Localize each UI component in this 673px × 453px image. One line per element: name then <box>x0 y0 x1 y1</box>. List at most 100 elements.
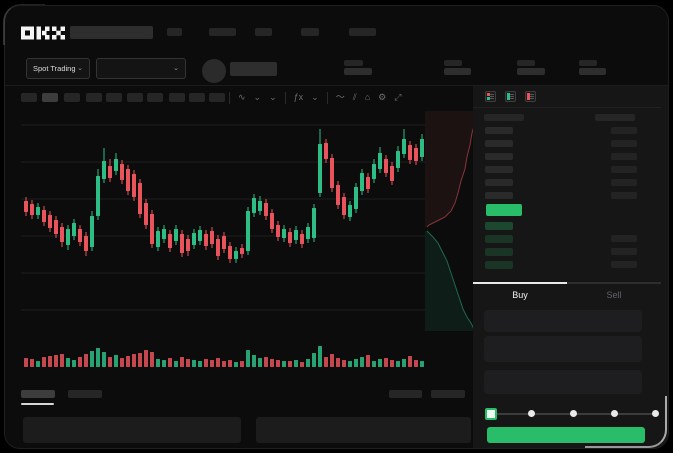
candle <box>354 187 358 209</box>
stat-label-placeholder <box>444 60 462 66</box>
price-input[interactable] <box>484 310 642 332</box>
book-asks-icon[interactable] <box>525 91 536 102</box>
slider-stop[interactable] <box>652 410 659 417</box>
interval-button[interactable] <box>106 93 122 102</box>
slider-stop[interactable] <box>528 410 536 417</box>
last-price-badge[interactable] <box>486 204 522 216</box>
book-bids-icon[interactable] <box>505 91 516 102</box>
volume-bar <box>294 360 298 367</box>
slider-stop[interactable] <box>569 410 577 417</box>
nav-item-placeholder[interactable] <box>167 28 182 36</box>
interval-button[interactable] <box>64 93 80 102</box>
nav-item-placeholder[interactable] <box>301 28 319 36</box>
volume-bar <box>120 358 124 367</box>
candle <box>258 201 262 211</box>
settings-icon[interactable]: ⚙ <box>378 92 387 102</box>
depth-chart[interactable] <box>425 111 479 331</box>
amount-column-header-placeholder <box>595 114 635 121</box>
ask-row[interactable] <box>473 127 661 137</box>
candle <box>306 227 310 239</box>
orders-filter-placeholder[interactable] <box>431 390 465 398</box>
order-book-panel: Buy Sell <box>473 86 668 448</box>
tab-buy[interactable]: Buy <box>473 282 567 306</box>
stat-label-placeholder <box>344 60 363 66</box>
ask-row[interactable] <box>473 166 661 176</box>
ask-amount-placeholder <box>611 127 637 134</box>
stat-label-placeholder <box>517 60 535 66</box>
compare-icon[interactable]: 〜 <box>335 92 345 102</box>
tab-sell[interactable]: Sell <box>567 282 661 306</box>
total-input[interactable] <box>484 370 642 394</box>
nav-item-placeholder[interactable] <box>209 28 236 36</box>
pair-dropdown[interactable]: ⌄ <box>96 58 186 79</box>
candlestick-chart[interactable] <box>4 5 473 381</box>
interval-button[interactable] <box>189 93 205 102</box>
market-type-selector[interactable]: Spot Trading ⌄ <box>26 58 90 79</box>
volume-bar <box>78 357 82 367</box>
volume-bar <box>390 360 394 367</box>
price-column-header-placeholder <box>484 114 524 121</box>
interval-button[interactable] <box>209 93 225 102</box>
draw-tools-icon[interactable]: ⫽ <box>352 92 357 102</box>
bid-row[interactable] <box>473 235 661 245</box>
chevron-down-icon[interactable]: ⌄ <box>253 92 262 102</box>
volume-bar <box>348 361 352 367</box>
nav-item-placeholder[interactable] <box>349 28 376 36</box>
bid-row[interactable] <box>473 222 661 232</box>
ask-amount-placeholder <box>611 192 637 199</box>
interval-button[interactable] <box>21 93 37 102</box>
chart-style-icon[interactable]: ∿ <box>238 92 246 102</box>
indicators-icon[interactable]: ƒx <box>293 92 304 102</box>
book-combined-icon[interactable] <box>485 91 496 102</box>
orders-table-placeholder <box>256 417 471 443</box>
candle <box>198 230 202 241</box>
orders-filter-placeholder[interactable] <box>389 390 422 398</box>
interval-button[interactable] <box>127 93 143 102</box>
candle <box>360 173 364 191</box>
camera-icon[interactable]: ⌂ <box>364 92 371 102</box>
header-search-placeholder[interactable] <box>70 26 153 39</box>
okx-logo[interactable] <box>21 25 65 41</box>
amount-input[interactable] <box>484 336 642 362</box>
volume-bar <box>210 360 214 367</box>
bid-row[interactable] <box>473 261 661 271</box>
volume-bar <box>174 361 178 367</box>
ask-amount-placeholder <box>611 153 637 160</box>
orders-tab-active-placeholder[interactable] <box>21 390 55 398</box>
volume-bar <box>414 360 418 367</box>
interval-button[interactable] <box>147 93 163 102</box>
chevron-down-icon: ⌄ <box>77 65 83 72</box>
candle <box>138 183 142 214</box>
fullscreen-icon[interactable]: ⤢ <box>394 92 402 102</box>
nav-item-placeholder[interactable] <box>255 28 272 36</box>
header-divider <box>5 85 668 86</box>
interval-button[interactable] <box>169 93 185 102</box>
chevron-down-icon[interactable]: ⌄ <box>269 92 277 102</box>
volume-bar <box>108 357 112 367</box>
bid-row[interactable] <box>473 248 661 258</box>
ask-row[interactable] <box>473 153 661 163</box>
volume-bar <box>360 357 364 367</box>
candle <box>66 229 70 245</box>
buy-button[interactable] <box>487 427 645 443</box>
interval-button[interactable] <box>86 93 102 102</box>
slider-handle[interactable] <box>485 408 497 420</box>
candle <box>378 153 382 169</box>
candle <box>78 229 82 242</box>
slider-stop[interactable] <box>610 410 618 417</box>
ask-price-placeholder <box>485 166 513 173</box>
chevron-down-icon[interactable]: ⌄ <box>311 92 319 102</box>
candle <box>312 208 316 238</box>
candle <box>180 234 184 253</box>
volume-bar <box>312 353 316 367</box>
ask-row[interactable] <box>473 179 661 189</box>
orders-tab-placeholder[interactable] <box>68 390 102 398</box>
interval-button[interactable] <box>42 93 58 102</box>
volume-bar <box>246 350 250 367</box>
candle <box>402 139 406 154</box>
ask-row[interactable] <box>473 140 661 150</box>
volume-bar <box>288 361 292 367</box>
ask-row[interactable] <box>473 192 661 202</box>
volume-bar <box>240 361 244 367</box>
volume-bar <box>264 357 268 367</box>
